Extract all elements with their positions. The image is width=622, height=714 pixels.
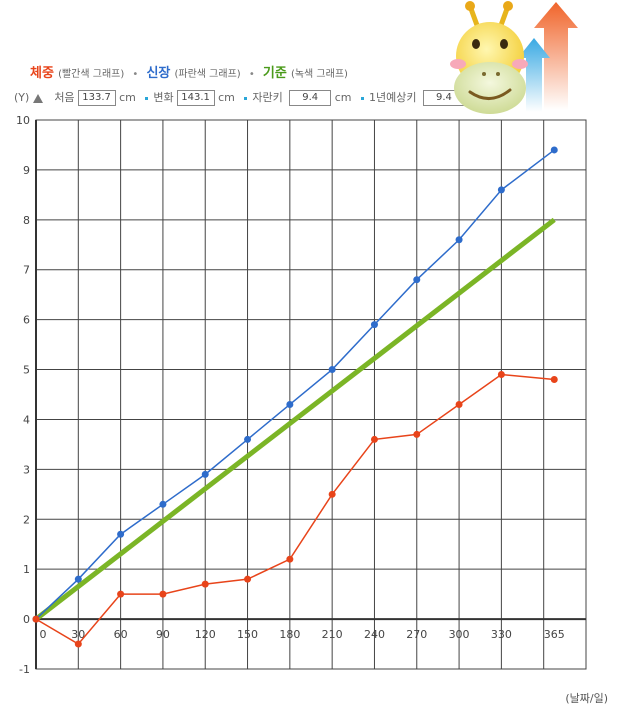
bullet-icon [145,96,149,100]
x-tick-label: 30 [71,628,85,641]
x-tick-label: 240 [364,628,385,641]
data-point-weight [201,580,209,588]
x-tick-label: 0 [40,628,47,641]
y-tick-label: 5 [23,364,30,377]
x-axis-unit-label: (날짜/일) [565,692,608,705]
x-tick-label: 120 [195,628,216,641]
data-point-weight [497,371,505,379]
x-tick-label: 270 [406,628,427,641]
data-point-height [74,575,82,583]
data-point-height [413,276,421,284]
data-point-height [328,366,336,374]
data-point-height [370,321,378,329]
y-tick-label: 9 [23,164,30,177]
y-tick-label: 4 [23,413,30,426]
legend-standard-sub: (녹색 그래프) [290,69,348,80]
series-line-standard [34,217,556,622]
plot-area [35,119,587,670]
legend-standard-title: 기준 [262,66,287,81]
y-tick-label: 7 [23,264,30,277]
data-point-weight [328,490,336,498]
legend-height-sub: (파란색 그래프) [174,69,241,80]
y-axis-label: (Y) [14,91,30,104]
data-point-weight [32,615,40,623]
y-tick-label: 10 [16,114,30,127]
start-label: 처음 [54,91,75,104]
bullet-icon [244,96,248,100]
data-point-height [455,236,463,244]
data-point-weight [286,555,294,563]
data-point-weight [550,376,558,384]
x-tick-label: 210 [322,628,343,641]
data-point-weight [117,590,125,598]
data-point-height [201,470,209,478]
y-tick-label: 6 [23,314,30,327]
x-tick-label: 300 [449,628,470,641]
grown-label: 자란키 [252,91,283,104]
data-point-height [497,186,505,194]
grown-value-box: 9.4 [289,90,332,106]
legend-height-title: 신장 [146,66,171,81]
y-tick-label: 2 [23,513,30,526]
start-unit: cm [119,91,136,104]
legend-weight-sub: (빨간색 그래프) [58,69,125,80]
data-point-height [286,400,294,408]
giraffe-mascot-icon [450,1,578,114]
y-tick-label: 1 [23,563,30,576]
up-arrow-icon [32,93,43,103]
data-point-weight [159,590,167,598]
y-tick-label: 3 [23,463,30,476]
start-value-box: 133.7 [77,90,116,106]
legend-weight-title: 체중 [30,66,54,81]
y-tick-label: -1 [19,663,30,676]
change-unit: cm [218,91,235,104]
x-tick-label: 150 [237,628,258,641]
data-point-weight [413,430,421,438]
y-tick-label: 8 [23,214,30,227]
x-tick-label: 365 [544,628,565,641]
change-value-box: 143.1 [176,90,215,106]
x-tick-label: 90 [156,628,170,641]
y-tick-label: 0 [23,613,30,626]
data-point-weight [244,575,252,583]
legend-separator: • [248,69,255,80]
data-point-weight [370,435,378,443]
legend: 체중 (빨간색 그래프) • 신장 (파란색 그래프) • 기준 (녹색 그래프… [30,62,348,81]
bullet-icon [360,96,364,100]
change-label: 변화 [153,91,174,104]
data-point-weight [455,400,463,408]
legend-separator: • [132,69,139,80]
data-point-height [117,530,125,538]
data-point-height [244,435,252,443]
x-tick-label: 180 [279,628,300,641]
data-point-height [550,146,558,154]
data-point-weight [74,640,82,648]
data-point-height [159,500,167,508]
x-tick-label: 60 [114,628,128,641]
grown-unit: cm [334,91,352,104]
predicted-label: 1년예상키 [368,91,417,104]
x-tick-label: 330 [491,628,512,641]
